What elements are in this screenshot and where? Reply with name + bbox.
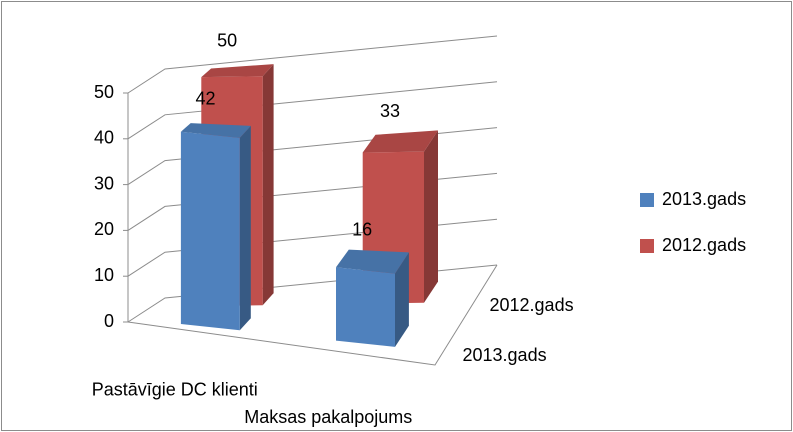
bar-top: [362, 130, 438, 153]
depth-label: 2012.gads: [490, 295, 574, 315]
x-tick-label: Pastāvīgie DC klienti: [92, 380, 258, 400]
legend-swatch: [640, 239, 654, 253]
legend-label: 2012.gads: [662, 235, 746, 255]
grid-line: [127, 35, 498, 94]
y-tick-label: 40: [94, 128, 114, 148]
data-label: 42: [196, 88, 216, 108]
bar-side: [395, 252, 409, 347]
grid-line: [127, 81, 498, 140]
bar-top: [180, 123, 251, 138]
bar-side: [239, 125, 251, 331]
y-tick-label: 30: [94, 173, 114, 193]
data-label: 16: [352, 219, 372, 239]
y-tick-label: 20: [94, 219, 114, 239]
y-tick-label: 10: [94, 265, 114, 285]
legend-label: 2013.gads: [662, 189, 746, 209]
bar-front: [180, 131, 240, 331]
depth-label: 2013.gads: [463, 345, 547, 365]
legend-swatch: [640, 193, 654, 207]
bar-side: [424, 130, 438, 303]
bar-top: [336, 249, 409, 274]
floor-edge: [127, 264, 498, 366]
y-tick-label: 0: [104, 311, 114, 331]
bar-front: [336, 267, 395, 347]
x-tick-label: Maksas pakalpojums: [244, 407, 412, 427]
bar-top: [201, 64, 274, 78]
data-label: 50: [217, 30, 237, 50]
data-label: 33: [380, 101, 400, 121]
y-tick-label: 50: [94, 82, 114, 102]
bar-side: [262, 64, 274, 306]
